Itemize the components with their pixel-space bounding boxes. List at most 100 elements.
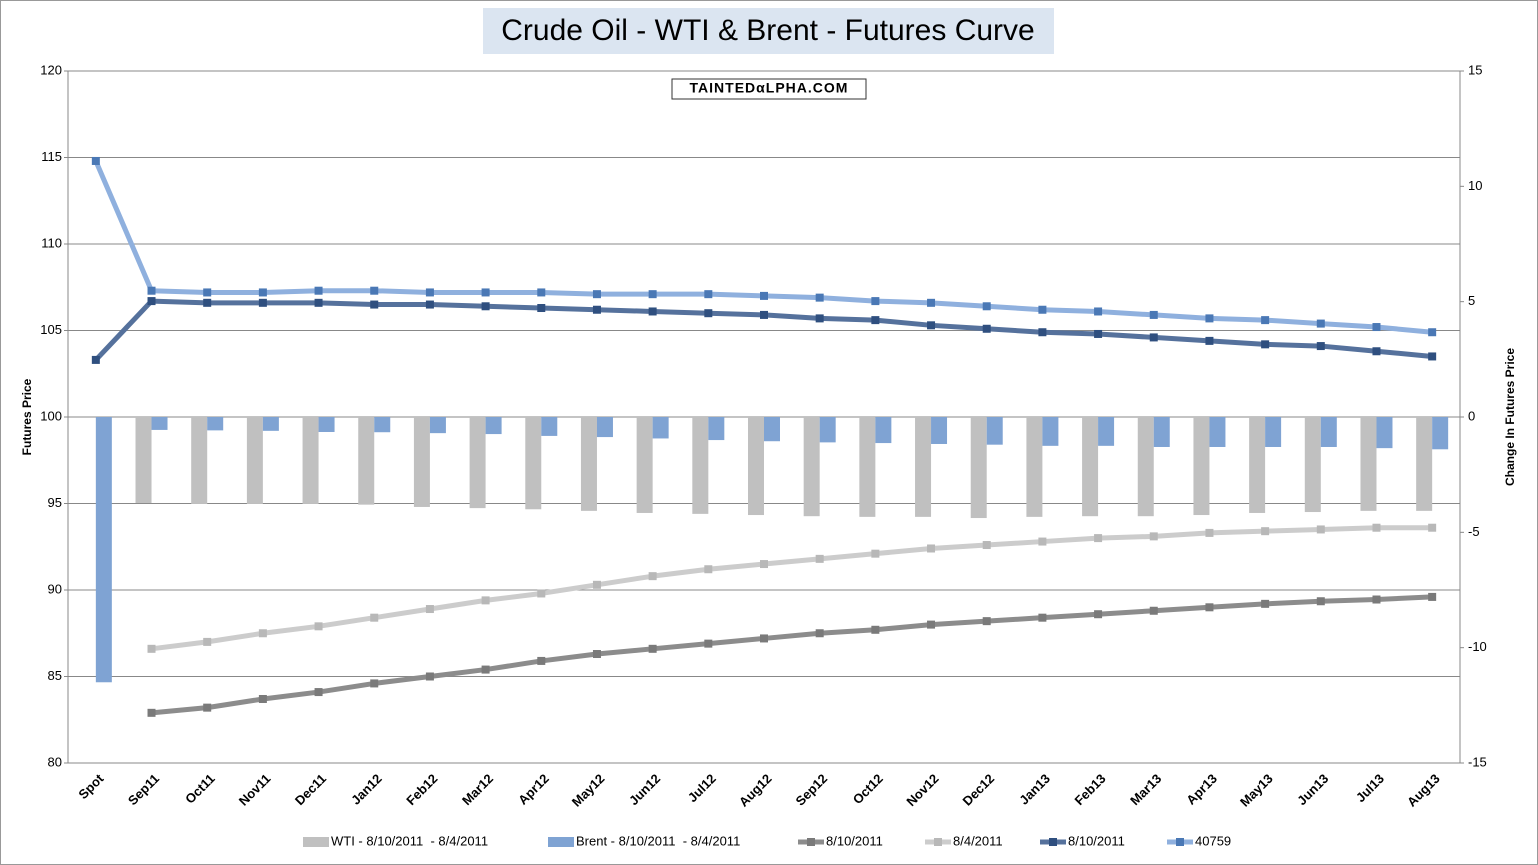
y2-tick-label: -10 <box>1468 639 1487 654</box>
marker <box>425 300 434 309</box>
watermark-box <box>671 78 867 100</box>
bar <box>151 417 168 430</box>
marker <box>1149 333 1158 342</box>
legend-label: Brent - 8/10/2011 - 8/4/2011 <box>576 833 740 848</box>
y-tick-label: 100 <box>40 408 62 423</box>
marker <box>648 290 657 299</box>
bar <box>1360 417 1377 511</box>
marker <box>1094 329 1103 338</box>
marker <box>1261 527 1270 536</box>
y-tick-label: 80 <box>48 754 62 769</box>
bar <box>764 417 780 442</box>
marker <box>927 298 936 307</box>
marker <box>370 679 379 688</box>
legend-label: 8/4/2011 <box>953 833 1003 848</box>
marker <box>815 314 824 323</box>
legend-swatch <box>303 837 329 847</box>
y2-tick-label: 5 <box>1468 293 1475 308</box>
y2-axis-title: Change In Futures Price <box>1503 348 1517 486</box>
marker <box>760 310 768 319</box>
marker <box>1038 537 1047 546</box>
marker <box>1261 316 1270 325</box>
y-tick-label: 120 <box>40 62 62 77</box>
marker <box>314 286 323 295</box>
bar <box>1320 417 1337 447</box>
marker <box>982 541 991 550</box>
y-tick-label: 110 <box>41 235 62 250</box>
marker <box>1428 328 1437 337</box>
marker <box>1372 595 1381 604</box>
bar <box>541 417 558 436</box>
legend-label: WTI - 8/10/2011 - 8/4/2011 <box>331 833 488 848</box>
bar <box>469 417 486 509</box>
marker <box>1038 328 1047 337</box>
legend-label: 8/10/2011 <box>1068 833 1125 848</box>
bar <box>931 417 948 444</box>
marker <box>1372 523 1381 532</box>
legend-swatch <box>807 838 815 846</box>
bar <box>1432 417 1449 450</box>
bar <box>1153 417 1170 447</box>
y2-tick-label: -5 <box>1468 524 1480 539</box>
marker <box>203 637 212 646</box>
marker <box>927 321 936 330</box>
legend-swatch <box>548 837 574 847</box>
marker <box>91 156 100 165</box>
marker <box>1205 528 1214 537</box>
bar <box>748 417 764 516</box>
marker <box>1428 352 1437 361</box>
y-tick-label: 95 <box>48 495 62 510</box>
marker <box>704 639 713 648</box>
legend-swatch <box>1176 838 1184 846</box>
marker <box>871 316 880 325</box>
bar <box>970 417 987 519</box>
bar <box>262 417 279 431</box>
marker <box>927 544 936 553</box>
marker <box>760 634 768 643</box>
marker <box>258 629 267 638</box>
bar <box>915 417 932 517</box>
bar <box>135 417 152 504</box>
marker <box>1205 603 1214 612</box>
marker <box>1372 347 1381 356</box>
bar <box>692 417 709 514</box>
marker <box>147 286 156 295</box>
marker <box>648 644 657 653</box>
bar <box>596 417 613 438</box>
marker <box>314 688 323 697</box>
bar <box>636 417 653 513</box>
marker <box>425 605 434 614</box>
marker <box>1316 319 1325 328</box>
bar <box>302 417 319 504</box>
marker <box>1316 342 1325 351</box>
line <box>151 525 1433 652</box>
marker <box>704 309 713 318</box>
marker <box>592 305 601 314</box>
bar <box>1098 417 1115 446</box>
marker <box>147 708 156 717</box>
marker <box>1316 525 1325 534</box>
marker <box>1428 592 1437 601</box>
bar <box>580 417 597 511</box>
legend-label: 40759 <box>1195 833 1231 848</box>
marker <box>203 298 212 307</box>
marker <box>1149 606 1158 615</box>
watermark: TAINTEDαLPHA.COM <box>690 80 849 96</box>
bar <box>485 417 502 435</box>
line <box>151 594 1433 716</box>
bar <box>1042 417 1059 446</box>
marker <box>1428 523 1437 532</box>
marker <box>258 298 267 307</box>
marker <box>425 672 434 681</box>
marker <box>370 286 379 295</box>
bar <box>708 417 725 441</box>
marker <box>481 302 490 311</box>
marker <box>1205 314 1214 323</box>
marker <box>147 644 156 653</box>
marker <box>1149 310 1158 319</box>
bar <box>191 417 208 504</box>
marker <box>1038 613 1047 622</box>
bar <box>95 417 112 683</box>
marker <box>592 650 601 659</box>
marker <box>760 560 768 569</box>
